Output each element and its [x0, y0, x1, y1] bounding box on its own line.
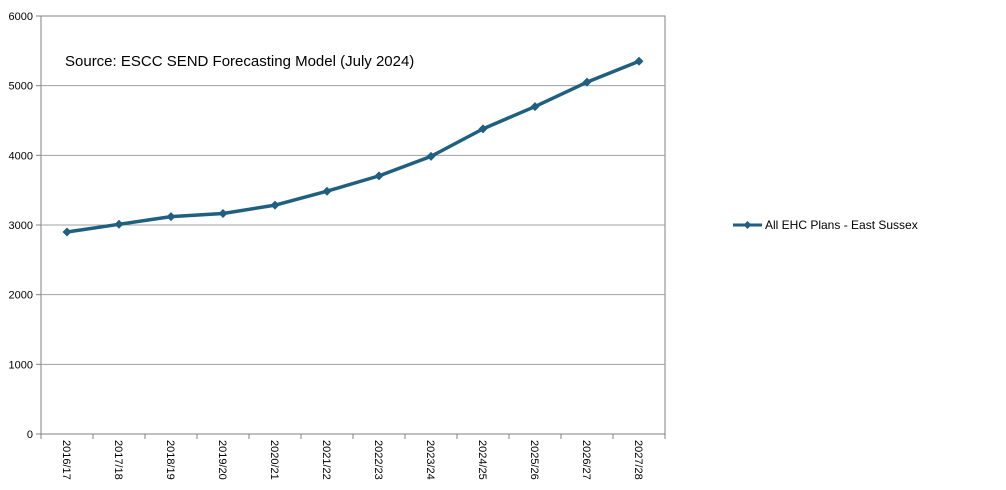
x-tick-label: 2023/24 [424, 440, 436, 480]
data-point [634, 56, 644, 66]
x-tick-label: 2025/26 [528, 440, 540, 480]
y-tick-label: 4000 [9, 150, 33, 162]
y-tick-label: 0 [27, 429, 33, 441]
series-line [66, 59, 640, 234]
x-axis-ticks: 2016/17 2017/18 2018/19 2019/20 2020/21 2021/… [40, 434, 666, 480]
data-point [530, 102, 540, 112]
y-tick-label: 3000 [9, 220, 33, 232]
data-point [478, 124, 488, 134]
x-tick-label: 2019/20 [216, 440, 228, 480]
data-point [426, 151, 436, 161]
data-point [270, 200, 280, 210]
legend: All EHC Plans - East Sussex [733, 218, 918, 232]
gridlines [41, 85, 665, 365]
x-tick-label: 2020/21 [268, 440, 280, 480]
y-tick-label: 6000 [9, 11, 33, 23]
x-tick-label: 2021/22 [320, 440, 332, 480]
x-tick-label: 2017/18 [112, 440, 124, 480]
x-tick-label: 2016/17 [60, 440, 72, 480]
y-tick-label: 1000 [9, 359, 33, 371]
data-point [218, 209, 228, 219]
y-tick-label: 5000 [9, 81, 33, 93]
data-point [114, 219, 124, 229]
x-tick-label: 2026/27 [580, 440, 592, 480]
x-tick-label: 2024/25 [476, 440, 488, 480]
data-point [322, 186, 332, 196]
legend-label: All EHC Plans - East Sussex [765, 218, 918, 232]
data-point [62, 227, 72, 237]
data-point [582, 77, 592, 87]
x-tick-label: 2022/23 [372, 440, 384, 480]
x-tick-label: 2018/19 [164, 440, 176, 480]
legend-marker [743, 221, 752, 229]
y-tick-label: 2000 [9, 290, 33, 302]
data-point [374, 171, 384, 181]
series-group [62, 56, 644, 237]
data-point [166, 212, 176, 222]
x-tick-label: 2027/28 [632, 440, 644, 480]
chart-annotation: Source: ESCC SEND Forecasting Model (Jul… [65, 53, 414, 70]
y-axis-ticks: 0 1000 2000 3000 4000 5000 6000 [9, 11, 41, 441]
